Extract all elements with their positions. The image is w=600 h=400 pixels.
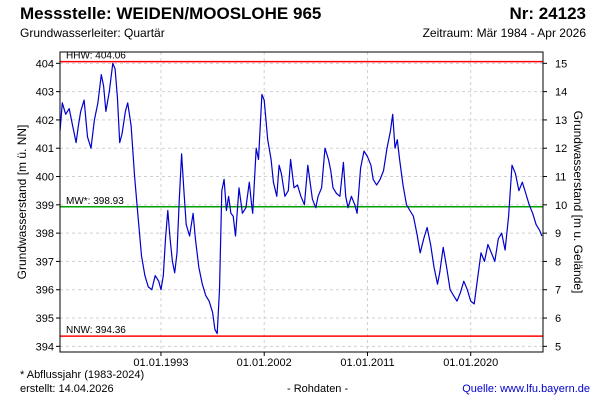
right-axis-ticks: 5 6 7 8 9 10 11 12 13 14 15 — [543, 58, 567, 353]
created-date: erstellt: 14.04.2026 — [20, 383, 114, 395]
reference-label-bg — [63, 49, 127, 61]
y-tick-label: 397 — [36, 256, 54, 268]
plot-frame — [59, 51, 544, 353]
y2-axis-label: Grundwasserstand [m u. Gelände] — [571, 111, 585, 294]
y2-tick-label: 15 — [555, 58, 567, 70]
y-tick-label: 404 — [36, 58, 54, 70]
chart-title: Messstelle: WEIDEN/MOOSLOHE 965 — [20, 4, 322, 23]
x-tick-label: 01.01.2002 — [237, 357, 292, 369]
y2-tick-label: 5 — [555, 341, 561, 353]
y-tick-label: 395 — [36, 313, 54, 325]
y2-tick-label: 7 — [555, 285, 561, 297]
y2-tick-label: 12 — [555, 143, 567, 155]
y-tick-label: 394 — [36, 341, 54, 353]
y2-tick-label: 10 — [555, 200, 567, 212]
station-number: Nr: 24123 — [509, 4, 586, 23]
y-tick-label: 401 — [36, 143, 54, 155]
y-tick-label: 403 — [36, 87, 54, 99]
y-tick-label: 400 — [36, 172, 54, 184]
x-tick-label: 01.01.1993 — [133, 357, 188, 369]
y-tick-label: 402 — [36, 115, 54, 127]
x-tick-label: 01.01.2011 — [340, 357, 394, 369]
y-tick-label: 399 — [36, 200, 54, 212]
y2-tick-label: 14 — [555, 87, 567, 99]
raw-data-label: - Rohdaten - — [287, 383, 349, 395]
aquifer-label: Grundwasserleiter: Quartär — [20, 26, 165, 40]
y-tick-label: 398 — [36, 228, 54, 240]
series-layer — [59, 62, 543, 335]
y2-tick-label: 13 — [555, 115, 567, 127]
reference-label-bg — [63, 324, 127, 336]
y2-tick-label: 6 — [555, 313, 561, 325]
y2-tick-label: 9 — [555, 228, 561, 240]
period-label: Zeitraum: Mär 1984 - Apr 2026 — [422, 26, 586, 40]
y-axis-label: Grundwasserstand [m ü. NN] — [15, 125, 29, 280]
x-axis-ticks: 01.01.1993 01.01.2002 01.01.2011 01.01.2020 — [133, 352, 498, 369]
left-axis-ticks: 394 395 396 397 398 399 400 401 402 403 404 — [36, 58, 60, 353]
reference-label: HHW: 404.06 — [66, 51, 126, 62]
footnote-runoff-year: * Abflussjahr (1983-2024) — [20, 369, 145, 381]
y2-tick-label: 8 — [555, 256, 561, 268]
reference-label: MW*: 398.93 — [66, 196, 124, 207]
groundwater-level-series — [59, 62, 543, 335]
source-link[interactable]: Quelle: www.lfu.bayern.de — [462, 383, 590, 395]
x-tick-label: 01.01.2020 — [443, 357, 498, 369]
y2-tick-label: 11 — [555, 172, 566, 184]
reference-label: NNW: 394.36 — [66, 325, 126, 336]
reference-lines: HHW: 404.06 MW*: 398.93 NNW: 394.36 — [60, 49, 543, 337]
grid-lines — [60, 52, 543, 352]
reference-label-bg — [63, 194, 127, 206]
y-tick-label: 396 — [36, 285, 54, 297]
